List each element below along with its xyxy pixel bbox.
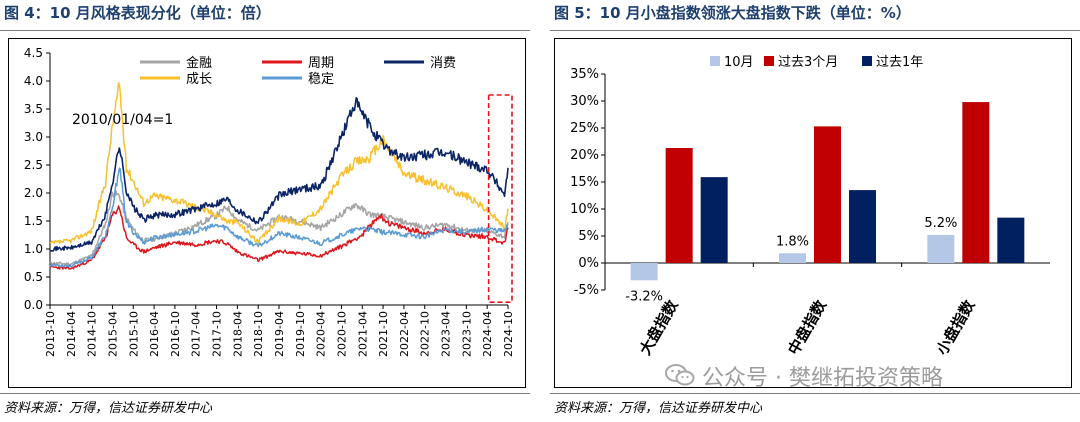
left-x-tick-label: 2015-10 [127,311,140,357]
left-y-tick-label: 4.0 [24,74,43,88]
left-x-tick-label: 2013-10 [44,311,57,357]
left-x-tick-label: 2017-10 [211,311,224,357]
left-y-tick-label: 2.5 [24,158,43,172]
right-bar-chart: -5% 0% 5% 10% 15% 20% 25% 30% 35% -3.2%大盘指数 1.8% 中盘… [570,55,1050,358]
right-data-label: 5.2% [924,216,957,231]
right-y-tick-label: -5% [574,283,599,298]
left-x-tick-label: 2024-04 [481,311,494,357]
right-bar-small-cap-past-3m [962,102,990,263]
right-y-tick-label: 25% [570,121,599,136]
left-legend-label-consumer: 消费 [430,56,456,71]
left-x-tick-label: 2016-04 [148,311,161,357]
left-figure-title: 图 4：10 月风格表现分化（单位：倍） [4,4,271,22]
right-legend-swatch-past-3m [764,56,774,66]
left-y-tick-label: 1.0 [24,242,43,256]
left-y-tick-label: 1.5 [24,214,43,228]
left-x-tick-label: 2019-10 [294,311,307,357]
right-legend-swatch-past-1y [862,56,872,66]
left-source-rule [0,393,530,394]
watermark-text: 公众号 · 樊继拓投资策略 [702,366,943,391]
left-figure-panel: 图 4：10 月风格表现分化（单位：倍） 0.0 0.5 1.0 1.5 2.0 2.5 3… [0,0,530,422]
right-source-rule [550,393,1080,394]
right-title-rule [550,30,1080,31]
left-x-tick-label: 2022-10 [419,311,432,357]
right-bar-mid-cap-oct [779,253,806,263]
right-figure-panel: 图 5：10 月小盘指数领涨大盘指数下跌（单位：%） -5% 0% 5% 10% 15%… [550,0,1080,422]
left-line-chart: 0.0 0.5 1.0 1.5 2.0 2.5 3.0 3.5 4.0 4.5 2013-10 201… [24,46,515,357]
left-x-tick-label: 2014-04 [65,311,78,357]
right-source-note: 资料来源：万得，信达证券研发中心 [554,401,763,416]
left-legend-label-cyclical: 周期 [308,56,334,71]
right-category-label-large-cap: 大盘指数 [636,296,682,358]
left-series-line-finance [49,190,509,267]
left-x-tick-label: 2020-10 [335,311,348,357]
left-series-line-consumer [49,97,509,252]
left-x-tick-label: 2016-10 [169,311,182,357]
right-bar-small-cap-oct [927,234,955,263]
left-x-tick-label: 2023-10 [460,311,473,357]
right-y-tick-label: 15% [570,175,599,190]
right-category-label-small-cap: 小盘指数 [933,296,979,358]
right-y-tick-label: 35% [570,67,599,82]
right-y-tick-label: 0% [578,256,599,271]
left-highlight-box [487,94,513,303]
left-x-tick-label: 2021-04 [356,311,369,357]
left-x-tick-label: 2017-04 [190,311,203,357]
left-x-tick-label: 2024-10 [502,311,515,357]
left-x-tick-label: 2015-04 [106,311,119,357]
left-x-tick-label: 2022-04 [398,311,411,357]
right-bar-mid-cap-past-1y [849,190,876,263]
right-bar-mid-cap-past-3m [814,126,841,263]
right-y-tick-label: 5% [578,229,599,244]
right-bar-small-cap-past-1y [997,217,1025,263]
right-y-tick-label: 10% [570,202,599,217]
left-legend-label-growth: 成长 [186,72,212,87]
left-y-tick-label: 3.5 [24,102,43,116]
left-series-line-growth [49,82,509,244]
right-legend-label-past-3m: 过去3个月 [778,55,838,70]
right-bar-large-cap-past-3m [665,147,693,263]
left-y-tick-label: 0.5 [24,270,43,284]
left-x-tick-label: 2020-04 [315,311,328,357]
left-x-tick-label: 2021-10 [377,311,390,357]
right-y-tick-label: 30% [570,94,599,109]
right-data-label: 1.8% [776,234,809,249]
left-title-rule [0,30,530,31]
right-figure-title: 图 5：10 月小盘指数领涨大盘指数下跌（单位：%） [554,4,911,22]
left-legend-label-stable: 稳定 [308,71,334,87]
left-y-tick-label: 4.5 [24,46,43,60]
wechat-icon [665,364,695,386]
right-category-label-mid-cap: 中盘指数 [784,296,830,358]
left-x-tick-label: 2014-10 [86,311,99,357]
left-x-tick-label: 2018-04 [231,311,244,357]
right-legend-label-oct: 10月 [724,55,754,70]
right-y-tick-label: 20% [570,148,599,163]
left-base-annotation: 2010/01/04=1 [72,112,173,128]
left-y-tick-label: 2.0 [24,186,43,200]
right-legend-swatch-oct [710,56,720,66]
left-x-tick-label: 2019-04 [273,311,286,357]
left-y-tick-label: 0.0 [24,298,43,312]
left-legend-label-finance: 金融 [186,55,212,71]
right-legend-label-past-1y: 过去1年 [876,55,923,70]
left-y-tick-label: 3.0 [24,130,43,144]
right-bar-large-cap-oct [630,263,658,281]
right-data-label: -3.2% [625,289,663,304]
left-x-tick-label: 2023-04 [440,311,453,357]
left-series-line-stable [49,167,509,268]
left-x-tick-label: 2018-10 [252,311,265,357]
left-source-note: 资料来源：万得，信达证券研发中心 [4,401,213,416]
right-bar-large-cap-past-1y [700,177,728,263]
